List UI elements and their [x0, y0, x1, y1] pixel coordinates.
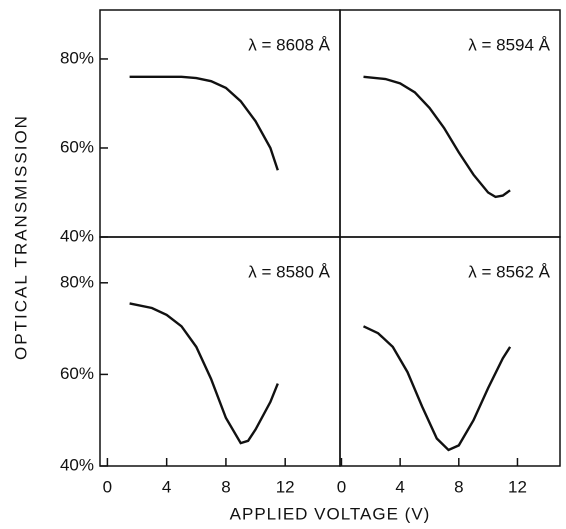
y-axis-label: OPTICAL TRANSMISSION	[11, 114, 30, 360]
y-tick-label: 40%	[60, 455, 94, 474]
x-tick-label: 0	[103, 477, 112, 496]
panel-title: λ = 8594 Å	[468, 35, 550, 54]
data-line	[363, 75, 511, 199]
data-line	[129, 302, 279, 445]
x-tick-label: 4	[395, 477, 404, 496]
y-tick-label: 60%	[60, 364, 94, 383]
panel-title: λ = 8562 Å	[468, 262, 550, 281]
data-line	[129, 75, 279, 171]
y-tick-label: 80%	[60, 48, 94, 67]
x-tick-label: 8	[221, 477, 230, 496]
x-tick-label: 0	[337, 477, 346, 496]
y-tick-label: 60%	[60, 137, 94, 156]
x-tick-label: 12	[276, 477, 295, 496]
data-line	[362, 325, 512, 452]
panel-title: λ = 8608 Å	[248, 35, 330, 54]
y-tick-label: 80%	[60, 272, 94, 291]
x-tick-label: 12	[508, 477, 527, 496]
x-tick-label: 8	[454, 477, 463, 496]
x-tick-label: 4	[162, 477, 171, 496]
x-axis-label: APPLIED VOLTAGE (V)	[230, 504, 431, 523]
panel-frame	[339, 236, 561, 467]
y-tick-label: 40%	[60, 226, 94, 245]
panel-title: λ = 8580 Å	[248, 262, 330, 281]
